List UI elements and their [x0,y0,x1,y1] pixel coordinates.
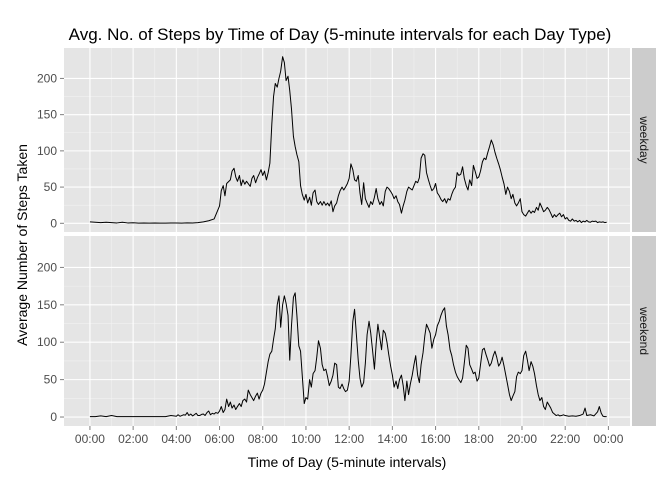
y-tick-label: 150 [37,108,57,122]
y-tick-label: 100 [37,144,57,158]
y-tick-label: 150 [37,298,57,312]
y-tick-label: 200 [37,260,57,274]
facet-strip-label: weekend [637,306,651,355]
facet-weekend: 0 50 100 150 200 weekend [37,236,656,426]
chart-title: Avg. No. of Steps by Time of Day (5-minu… [69,25,612,44]
y-tick-label: 0 [50,410,57,424]
x-tick-label: 10:00 [291,432,321,446]
series-line-weekend [89,292,607,418]
x-axis: 00:00 02:00 04:00 06:00 08:00 10:00 12:00 14:00… [75,426,624,446]
series-line-weekday [89,56,607,224]
x-tick-label: 16:00 [421,432,451,446]
x-tick-label: 00:00 [75,432,105,446]
x-tick-label: 18:00 [464,432,494,446]
x-tick-label: 00:00 [593,432,623,446]
y-axis-title: Average Number of Steps Taken [14,144,30,346]
x-tick-label: 14:00 [377,432,407,446]
x-tick-label: 20:00 [507,432,537,446]
x-tick-label: 08:00 [248,432,278,446]
panel-background [64,48,630,232]
x-tick-label: 02:00 [118,432,148,446]
facet-strip-label: weekday [637,115,651,163]
y-tick-label: 50 [44,180,58,194]
facet-weekday: 0 50 100 150 200 weekday [37,48,656,232]
facet-panels: 0 50 100 150 200 weekday 0 50 100 150 200 weekend [37,48,656,426]
facet-strip [632,236,656,426]
x-tick-label: 06:00 [205,432,235,446]
x-axis-title: Time of Day (5-minute intervals) [248,454,447,470]
x-tick-label: 04:00 [161,432,191,446]
x-tick-label: 12:00 [334,432,364,446]
y-tick-label: 100 [37,335,57,349]
panel-background [64,236,630,426]
y-tick-label: 50 [44,373,58,387]
x-tick-label: 22:00 [550,432,580,446]
facet-strip [632,48,656,232]
y-tick-label: 200 [37,71,57,85]
y-tick-label: 0 [50,216,57,230]
